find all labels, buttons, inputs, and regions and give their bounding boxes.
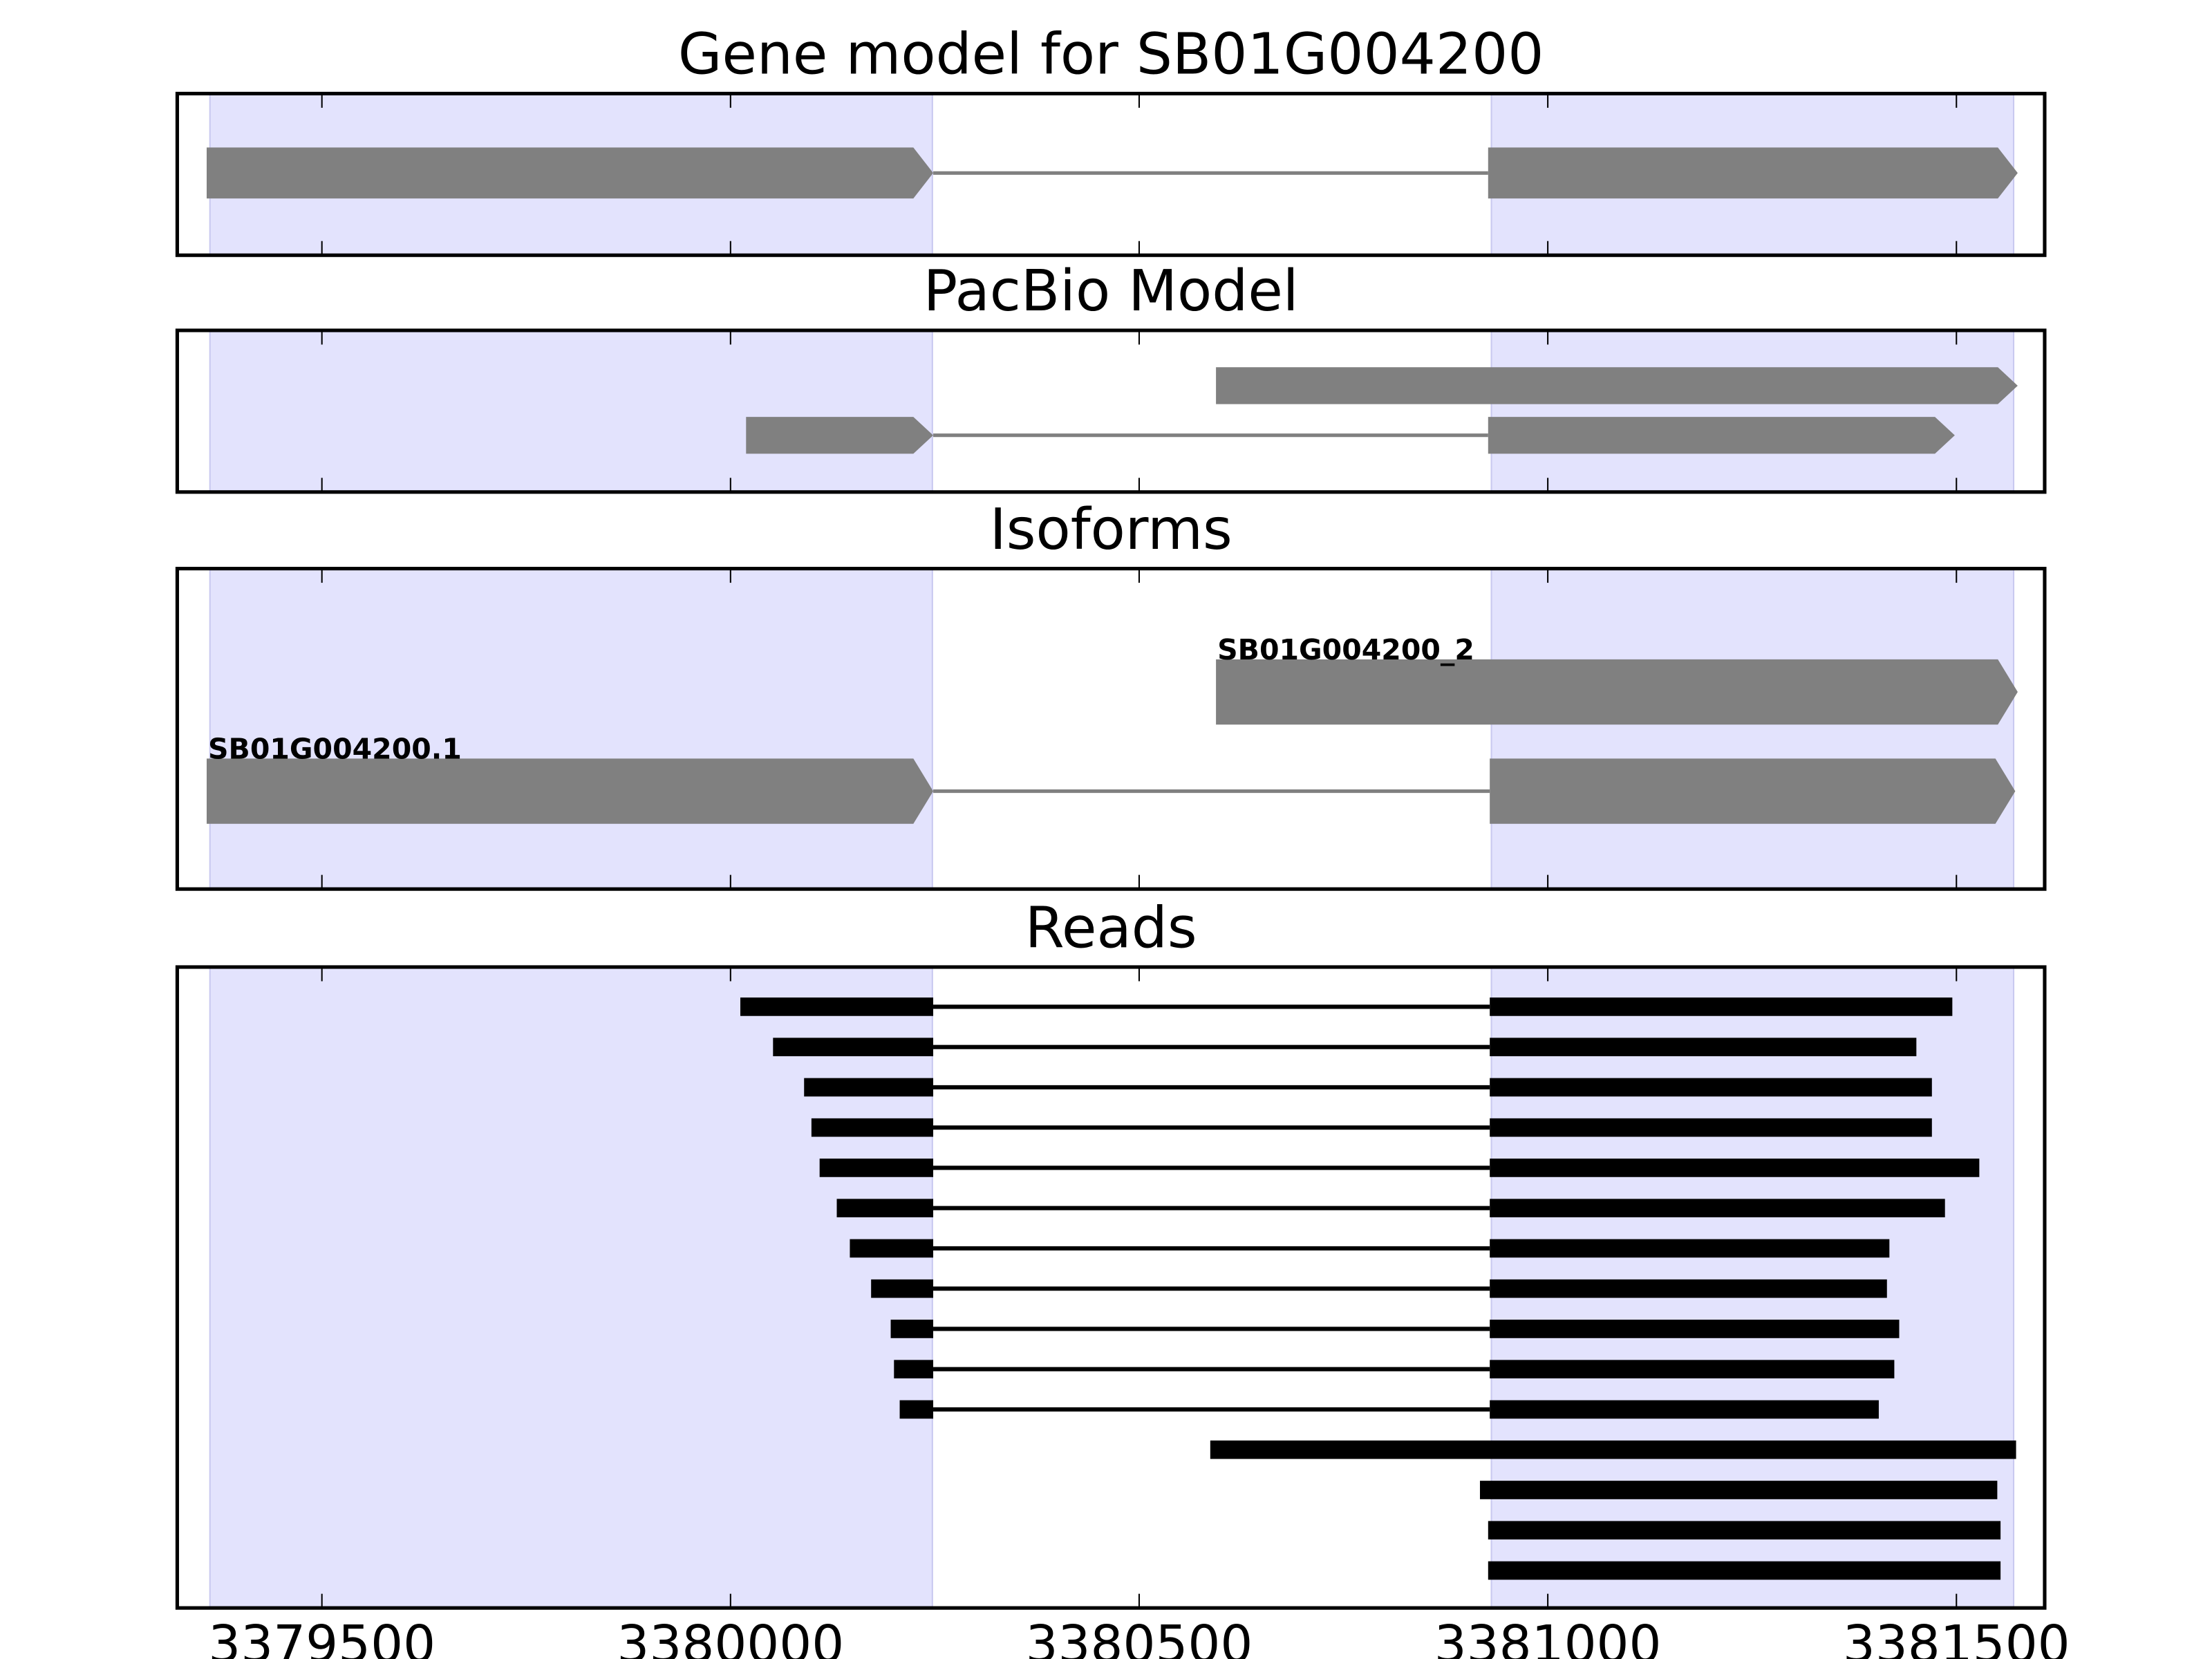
panel-3: Reads (175, 895, 2047, 1610)
exon (871, 1279, 934, 1298)
exon (1490, 1279, 1887, 1298)
x-tick-label: 3380500 (1026, 1615, 1253, 1659)
exon (740, 997, 934, 1016)
read (819, 1159, 1980, 1177)
exon (894, 1360, 934, 1379)
exon (1488, 147, 2018, 199)
panel-0: Gene model for SB01G004200 (175, 22, 2047, 257)
exon (1490, 997, 1953, 1016)
shaded-region (209, 329, 933, 493)
exon (773, 1038, 934, 1056)
shaded-region (1490, 568, 2015, 890)
exon (1488, 1561, 2001, 1580)
exon (1490, 1400, 1879, 1419)
read (850, 1239, 1890, 1258)
exon (1216, 659, 2018, 725)
read (899, 1400, 1879, 1419)
read (773, 1038, 1917, 1056)
read (871, 1279, 1887, 1298)
x-tick-label: 3381500 (1843, 1615, 2070, 1659)
exon (1490, 1320, 1900, 1338)
exon (819, 1159, 934, 1177)
panel-title: Isoforms (990, 497, 1232, 563)
transcript (1216, 367, 2018, 404)
exon (811, 1118, 934, 1137)
x-tick-label: 3380000 (617, 1615, 844, 1659)
read (890, 1320, 1900, 1338)
x-tick-label: 3379500 (208, 1615, 435, 1659)
transcript (206, 147, 2018, 199)
exon (1490, 1239, 1890, 1258)
panel-2: Isoforms SB01G004200_2 SB01G004200.1 (175, 497, 2047, 891)
panel-title: Reads (1025, 895, 1197, 961)
exon (1490, 1118, 1932, 1137)
exon (1490, 1199, 1945, 1218)
panel-frame (175, 567, 2047, 891)
read (740, 997, 1953, 1016)
read (836, 1199, 1945, 1218)
x-tick-label: 3381000 (1434, 1615, 1662, 1659)
panel-title: PacBio Model (924, 259, 1299, 324)
isoform-label: SB01G004200_2 (1217, 633, 1474, 666)
read (894, 1360, 1895, 1379)
exon (899, 1400, 934, 1419)
exon (890, 1320, 934, 1338)
read (811, 1118, 1932, 1137)
exon (1490, 1038, 1917, 1056)
read (1488, 1561, 2001, 1580)
panel-1: PacBio Model (175, 259, 2047, 494)
exon (804, 1078, 934, 1097)
transcript (746, 417, 1955, 454)
exon (850, 1239, 934, 1258)
exon (1490, 1159, 1980, 1177)
read (1479, 1481, 1998, 1499)
exon (206, 758, 934, 824)
exon (1216, 367, 2018, 404)
panel-frame (175, 91, 2047, 257)
exon (1210, 1440, 2016, 1459)
exon (836, 1199, 934, 1218)
read (1210, 1440, 2016, 1459)
exon (1488, 1521, 2001, 1540)
transcript: SB01G004200_2 (1216, 633, 2018, 725)
exon (746, 417, 934, 454)
shaded-region (209, 568, 933, 890)
isoform-label: SB01G004200.1 (208, 732, 462, 765)
panel-title: Gene model for SB01G004200 (678, 22, 1544, 88)
exon (1490, 1360, 1895, 1379)
panel-frame (175, 965, 2047, 1610)
exon (206, 147, 934, 199)
panel-frame (175, 328, 2047, 494)
exon (1488, 417, 1955, 454)
exon (1490, 1078, 1932, 1097)
transcript: SB01G004200.1 (206, 732, 2016, 824)
exon (1479, 1481, 1998, 1499)
shaded-region (209, 966, 933, 1609)
read (804, 1078, 1932, 1097)
read (1488, 1521, 2001, 1540)
shaded-region (1490, 329, 2015, 493)
exon (1490, 758, 2016, 824)
